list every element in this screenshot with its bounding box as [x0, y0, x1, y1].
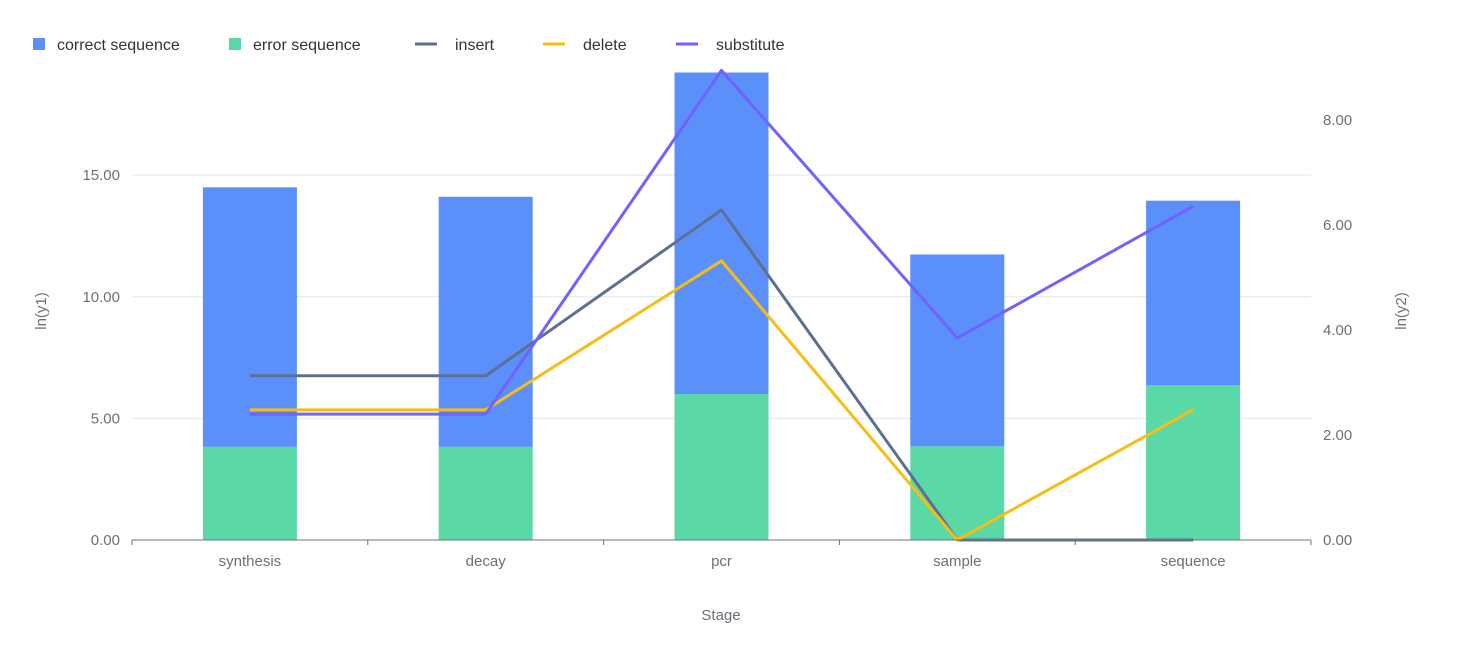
x-tick-label: sample — [933, 553, 981, 570]
right-tick-label: 2.00 — [1323, 427, 1352, 444]
axes: 0.00 5.00 10.00 15.00 0.00 2.00 4.00 6.00 8.00 sy… — [82, 112, 1352, 570]
left-tick-label: 10.00 — [82, 289, 120, 306]
bar-correct-sequence — [438, 196, 533, 447]
legend-swatch-error-sequence — [229, 38, 241, 50]
bar-error-sequence — [438, 446, 533, 540]
legend-label: correct sequence — [57, 37, 180, 54]
x-tick-label: sequence — [1161, 553, 1226, 570]
right-tick-label: 4.00 — [1323, 322, 1352, 339]
x-tick-label: synthesis — [219, 553, 282, 570]
bar-error-sequence — [1146, 385, 1241, 540]
right-axis-title: ln(y2) — [1393, 292, 1410, 330]
bar-correct-sequence — [910, 254, 1005, 447]
bar-error-sequence — [202, 446, 297, 540]
left-tick-label: 15.00 — [82, 167, 120, 184]
line-delete — [249, 259, 1194, 542]
bar-error-sequence — [674, 394, 769, 540]
left-tick-label: 0.00 — [91, 532, 120, 549]
bars — [202, 72, 1241, 540]
legend-label: delete — [583, 37, 627, 54]
right-tick-label: 8.00 — [1323, 112, 1352, 129]
legend[interactable]: correct sequence error sequence insert dele… — [33, 37, 785, 54]
left-axis-title: ln(y1) — [33, 292, 50, 330]
line-substitute — [249, 68, 1194, 416]
x-axis-title: Stage — [701, 607, 740, 624]
left-tick-label: 5.00 — [91, 410, 120, 427]
bar-correct-sequence — [202, 187, 297, 447]
right-tick-label: 6.00 — [1323, 217, 1352, 234]
legend-label: error sequence — [253, 37, 361, 54]
x-tick-label: decay — [466, 553, 507, 570]
bar-correct-sequence — [1146, 200, 1241, 386]
x-tick-label: pcr — [711, 553, 732, 570]
legend-label: substitute — [716, 37, 785, 54]
legend-label: insert — [455, 37, 495, 54]
right-tick-label: 0.00 — [1323, 532, 1352, 549]
legend-swatch-correct-sequence — [33, 38, 45, 50]
